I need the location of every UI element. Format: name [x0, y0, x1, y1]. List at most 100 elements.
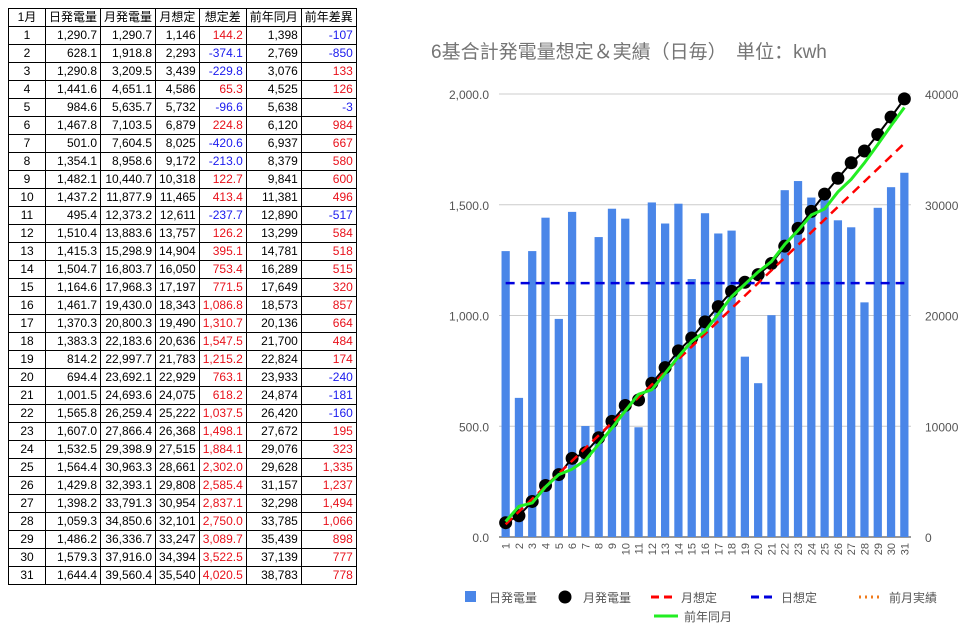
table-cell: 32,101	[155, 512, 200, 531]
x-tick-label: 20	[753, 543, 765, 555]
table-cell: 2,769	[245, 44, 302, 63]
table-cell: -374.1	[198, 44, 247, 63]
table-cell: 395.1	[198, 242, 247, 261]
table-row: 12 1,510.4 13,883.6 13,757 126.2 13,299 584	[8, 224, 357, 243]
table-cell: 23,933	[245, 368, 302, 387]
table-cell: 3,439	[155, 62, 200, 81]
table-row: 8 1,354.1 8,958.6 9,172 -213.0 8,379 580	[8, 152, 357, 171]
table-row: 11 495.4 12,373.2 12,611 -237.7 12,890 -517	[8, 206, 357, 225]
table-cell: 501.0	[44, 134, 102, 153]
table-cell: 24	[8, 440, 46, 459]
table-row: 13 1,415.3 15,298.9 14,904 395.1 14,781 518	[8, 242, 357, 261]
y-right-tick-label: 20000	[925, 310, 959, 324]
table-cell: 484	[300, 332, 357, 351]
table-cell: 1,498.1	[198, 422, 247, 441]
table-cell: 3,076	[245, 62, 302, 81]
table-cell: 126	[300, 80, 357, 99]
table-cell: 22	[8, 404, 46, 423]
table-cell: 27,672	[245, 422, 302, 441]
x-tick-label: 25	[820, 543, 832, 555]
table-cell: 1,290.8	[44, 62, 102, 81]
x-tick-label: 31	[899, 543, 911, 555]
table-cell: 518	[300, 242, 357, 261]
table-cell: 16	[8, 296, 46, 315]
table-cell: -229.8	[198, 62, 247, 81]
table-cell: 34,850.6	[100, 512, 157, 531]
legend-label: 前月実績	[889, 590, 937, 605]
column-header: 月発電量	[100, 8, 157, 27]
table-cell: 1,383.3	[44, 332, 102, 351]
table-cell: 12,611	[155, 206, 200, 225]
table-cell: 771.5	[198, 278, 247, 297]
table-cell: 1,398	[245, 26, 302, 45]
table-cell: 22,929	[155, 368, 200, 387]
table-row: 29 1,486.2 36,336.7 33,247 3,089.7 35,439 898	[8, 530, 357, 549]
table-cell: 122.7	[198, 170, 247, 189]
table-cell: 320	[300, 278, 357, 297]
table-cell: 21,783	[155, 350, 200, 369]
table-cell: 2,837.1	[198, 494, 247, 513]
table-cell: 898	[300, 530, 357, 549]
table-row: 5 984.6 5,635.7 5,732 -96.6 5,638 -3	[8, 98, 357, 117]
column-header: 前年差異	[300, 8, 357, 27]
table-cell: 18,343	[155, 296, 200, 315]
table-cell: 1,215.2	[198, 350, 247, 369]
table-cell: 667	[300, 134, 357, 153]
table-cell: -181	[300, 386, 357, 405]
table-cell: 17,649	[245, 278, 302, 297]
legend-label: 月想定	[681, 590, 717, 605]
table-cell: 16,803.7	[100, 260, 157, 279]
table-cell: 31,157	[245, 476, 302, 495]
table-cell: 144.2	[198, 26, 247, 45]
y-left-tick-label: 1,000.0	[449, 310, 489, 324]
table-cell: -107	[300, 26, 357, 45]
table-row: 15 1,164.6 17,968.3 17,197 771.5 17,649 320	[8, 278, 357, 297]
table-cell: 1,494	[300, 494, 357, 513]
y-right-tick-label: 40000	[925, 88, 959, 102]
marker-monthly-generation	[751, 268, 765, 282]
table-cell: 17,197	[155, 278, 200, 297]
table-cell: 25	[8, 458, 46, 477]
legend-label: 前年同月	[684, 609, 732, 624]
marker-monthly-generation	[818, 187, 832, 201]
table-cell: 1,354.1	[44, 152, 102, 171]
bar-daily-generation	[501, 251, 510, 537]
table-cell: -213.0	[198, 152, 247, 171]
x-tick-label: 29	[873, 543, 885, 555]
table-cell: 24,693.6	[100, 386, 157, 405]
column-header: 日発電量	[44, 8, 102, 27]
table-cell: 29,808	[155, 476, 200, 495]
table-cell: 777	[300, 548, 357, 567]
table-cell: 29,628	[245, 458, 302, 477]
table-cell: 30,963.3	[100, 458, 157, 477]
bar-daily-generation	[514, 397, 524, 537]
table-cell: 10,440.7	[100, 170, 157, 189]
table-cell: 1,290.7	[100, 26, 157, 45]
table-cell: 3,089.7	[198, 530, 247, 549]
table-cell: 17	[8, 314, 46, 333]
table-cell: 984	[300, 116, 357, 135]
table-cell: 12,373.2	[100, 206, 157, 225]
table-cell: 4,525	[245, 80, 302, 99]
bar-daily-generation	[727, 230, 736, 537]
table-cell: 19,490	[155, 314, 200, 333]
table-cell: 8,379	[245, 152, 302, 171]
table-cell: 37,139	[245, 548, 302, 567]
table-cell: 14,904	[155, 242, 200, 261]
x-tick-label: 16	[700, 543, 712, 555]
y-right-tick-label: 0	[925, 531, 932, 545]
table-row: 21 1,001.5 24,693.6 24,075 618.2 24,874 -181	[8, 386, 357, 405]
table-cell: 2,585.4	[198, 476, 247, 495]
table-cell: 23	[8, 422, 46, 441]
table-cell: 9,172	[155, 152, 200, 171]
marker-monthly-generation	[565, 451, 579, 465]
table-cell: 28	[8, 512, 46, 531]
series-line	[504, 142, 906, 526]
table-cell: 1,310.7	[198, 314, 247, 333]
bar-daily-generation	[541, 217, 550, 537]
table-cell: 11,381	[245, 188, 302, 207]
x-tick-label: 11	[634, 543, 646, 554]
column-header: 前年同月	[245, 8, 302, 27]
table-row: 6 1,467.8 7,103.5 6,879 224.8 6,120 984	[8, 116, 357, 135]
bar-daily-generation	[528, 251, 537, 537]
